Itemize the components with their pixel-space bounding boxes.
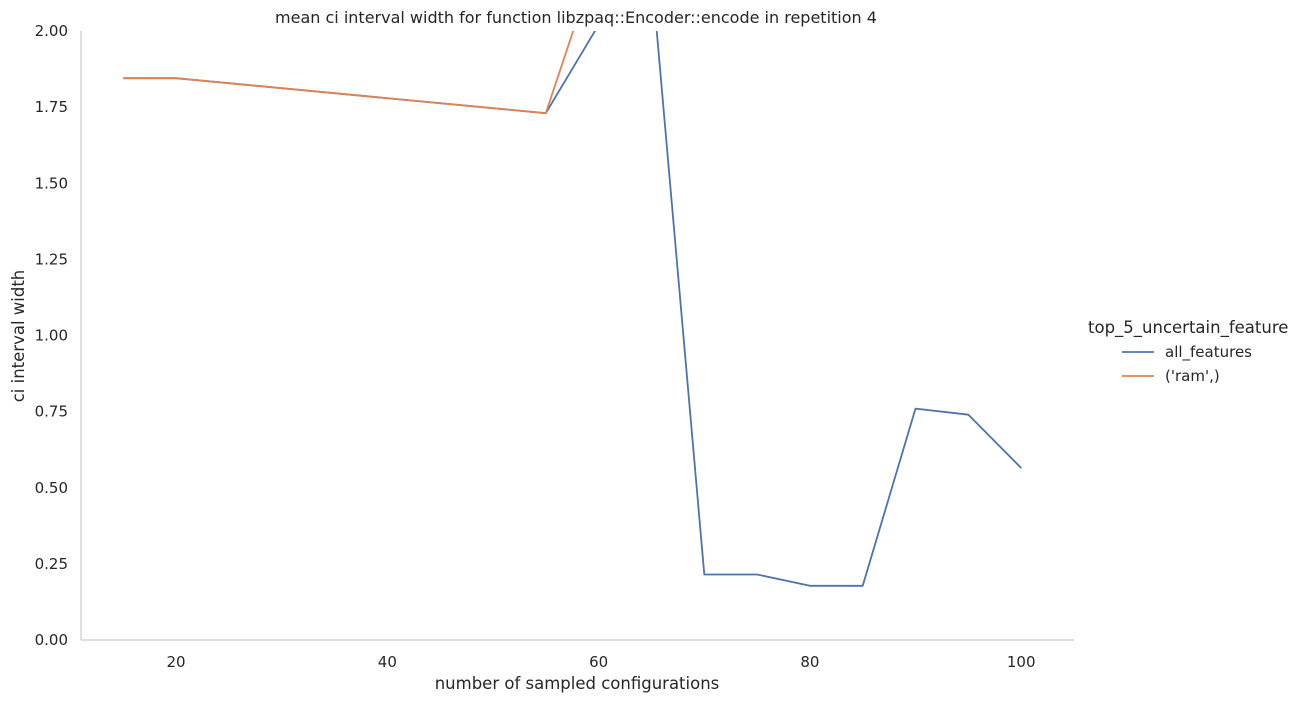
chart-title: mean ci interval width for function libz… <box>275 8 877 27</box>
y-tick-label: 1.25 <box>35 250 68 268</box>
x-tick-label: 20 <box>167 653 186 671</box>
legend: top_5_uncertain_feature all_features ('ra… <box>1088 318 1288 385</box>
y-tick-label: 2.00 <box>35 22 68 40</box>
legend-label: ('ram',) <box>1165 367 1220 385</box>
series-line-1 <box>123 31 575 115</box>
legend-title: top_5_uncertain_feature <box>1088 318 1288 338</box>
y-tick-label: 0.50 <box>35 479 68 497</box>
x-tick-label: 80 <box>800 653 819 671</box>
y-tick-label: 1.50 <box>35 174 68 192</box>
x-tick-label: 40 <box>378 653 397 671</box>
y-tick-label: 0.00 <box>35 631 68 649</box>
y-tick-labels: 0.00 0.25 0.50 0.75 1.00 1.25 1.50 1.75 2.00 <box>35 22 68 649</box>
y-tick-label: 0.75 <box>35 403 68 421</box>
y-tick-label: 1.75 <box>35 98 68 116</box>
series-layer <box>123 31 1022 587</box>
x-axis-label: number of sampled configurations <box>435 674 720 693</box>
x-tick-label: 60 <box>589 653 608 671</box>
x-tick-label: 100 <box>1007 653 1036 671</box>
legend-label: all_features <box>1165 343 1252 362</box>
y-tick-label: 1.00 <box>35 327 68 345</box>
x-tick-labels: 20 40 60 80 100 <box>167 653 1036 671</box>
y-tick-label: 0.25 <box>35 555 68 573</box>
series-line-0 <box>123 31 1022 587</box>
y-axis-label: ci interval width <box>9 270 28 403</box>
